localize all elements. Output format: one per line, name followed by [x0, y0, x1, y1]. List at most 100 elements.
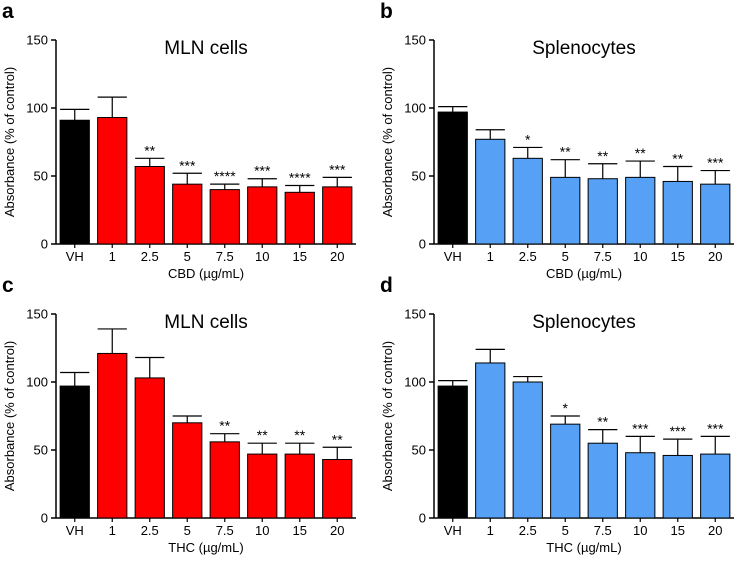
chart-panel-d: d Splenocytes 0 50 100 150 Absorbance (% of co… — [380, 274, 734, 555]
x-tick-label: 7.5 — [594, 523, 612, 538]
bar-5 — [172, 422, 203, 519]
bar-5 — [550, 423, 581, 519]
x-tick-label: 10 — [255, 249, 269, 264]
x-tick-label: 1 — [109, 249, 116, 264]
panel-letter: c — [2, 274, 14, 297]
x-tick-label: 1 — [487, 249, 494, 264]
chart-panel-b: b Splenocytes 0 50 100 150 Absorbance (% of co… — [380, 0, 734, 281]
significance-label: ** — [597, 148, 608, 164]
bar-VH — [59, 119, 90, 245]
x-tick-label: 10 — [633, 523, 647, 538]
x-tick-label: 2.5 — [519, 523, 537, 538]
panel-letter: a — [2, 0, 14, 23]
bar-5 — [172, 183, 203, 245]
bar-2.5 — [512, 381, 543, 519]
significance-label: ** — [144, 142, 155, 158]
x-tick-label: 20 — [330, 249, 344, 264]
x-tick-label: 2.5 — [519, 249, 537, 264]
y-tick-label: 150 — [404, 307, 426, 322]
y-tick-label: 50 — [412, 169, 426, 184]
bar-7.5 — [209, 189, 240, 245]
chart-title: MLN cells — [164, 312, 247, 333]
x-tick-label: 20 — [330, 523, 344, 538]
x-tick-label: 15 — [671, 523, 685, 538]
significance-label: ** — [219, 418, 230, 434]
bar-VH — [59, 385, 90, 519]
panel-letter: d — [380, 274, 393, 297]
bar-20 — [322, 186, 353, 245]
bar-20 — [700, 183, 731, 245]
bar-1 — [475, 362, 506, 519]
significance-label: ** — [635, 145, 646, 161]
x-tick-label: 10 — [633, 249, 647, 264]
x-axis-label: CBD (µg/mL) — [168, 266, 244, 281]
bar-7.5 — [587, 178, 618, 245]
x-axis-label: THC (µg/mL) — [168, 540, 243, 555]
significance-label: *** — [632, 420, 649, 436]
x-axis-label: CBD (µg/mL) — [546, 266, 622, 281]
x-axis-label: THC (µg/mL) — [546, 540, 621, 555]
significance-label: **** — [289, 170, 311, 186]
x-tick-label: 5 — [562, 249, 569, 264]
bar-1 — [97, 352, 128, 519]
significance-label: ** — [672, 150, 683, 166]
y-tick-label: 0 — [419, 511, 426, 526]
bar-1 — [475, 138, 506, 245]
significance-label: *** — [329, 161, 346, 177]
bar-10 — [625, 176, 656, 245]
x-tick-label: VH — [66, 523, 84, 538]
bar-15 — [284, 191, 315, 245]
y-axis-label: Absorbance (% of control) — [380, 67, 395, 217]
significance-label: ** — [560, 144, 571, 160]
significance-label: ** — [597, 414, 608, 430]
bar-5 — [550, 176, 581, 245]
bar-10 — [247, 453, 278, 519]
y-tick-label: 50 — [412, 443, 426, 458]
x-tick-label: VH — [444, 249, 462, 264]
significance-label: *** — [670, 423, 687, 439]
x-tick-label: 1 — [109, 523, 116, 538]
x-tick-label: 2.5 — [141, 249, 159, 264]
x-tick-label: 10 — [255, 523, 269, 538]
y-tick-label: 150 — [26, 307, 48, 322]
significance-label: ** — [332, 431, 343, 447]
y-tick-label: 0 — [41, 511, 48, 526]
y-axis-label: Absorbance (% of control) — [2, 341, 17, 491]
significance-label: *** — [254, 163, 271, 179]
bar-1 — [97, 117, 128, 245]
y-tick-label: 150 — [404, 33, 426, 48]
x-tick-label: 15 — [293, 523, 307, 538]
bar-10 — [247, 186, 278, 245]
chart-title: Splenocytes — [532, 312, 636, 333]
y-tick-label: 150 — [26, 33, 48, 48]
bar-10 — [625, 452, 656, 519]
bar-7.5 — [587, 442, 618, 519]
x-tick-label: VH — [66, 249, 84, 264]
chart-title: Splenocytes — [532, 38, 636, 59]
chart-panel-c: c MLN cells 0 50 100 150 Absorbance (% of cont… — [2, 274, 356, 555]
x-tick-label: 5 — [562, 523, 569, 538]
x-tick-label: 20 — [708, 249, 722, 264]
significance-label: **** — [214, 168, 236, 184]
x-tick-label: 5 — [184, 523, 191, 538]
significance-label: * — [525, 131, 531, 147]
x-tick-label: 1 — [487, 523, 494, 538]
x-tick-label: 15 — [293, 249, 307, 264]
bar-2.5 — [134, 377, 165, 519]
significance-label: *** — [707, 420, 724, 436]
bar-20 — [322, 459, 353, 519]
y-tick-label: 0 — [41, 237, 48, 252]
x-tick-label: 7.5 — [594, 249, 612, 264]
x-tick-label: 5 — [184, 249, 191, 264]
y-axis-label: Absorbance (% of control) — [2, 67, 17, 217]
x-tick-label: 7.5 — [216, 523, 234, 538]
bar-20 — [700, 453, 731, 519]
x-tick-label: VH — [444, 523, 462, 538]
bar-2.5 — [134, 165, 165, 245]
significance-label: ** — [257, 427, 268, 443]
x-tick-label: 20 — [708, 523, 722, 538]
y-tick-label: 100 — [26, 101, 48, 116]
x-tick-label: 7.5 — [216, 249, 234, 264]
x-tick-label: 15 — [671, 249, 685, 264]
